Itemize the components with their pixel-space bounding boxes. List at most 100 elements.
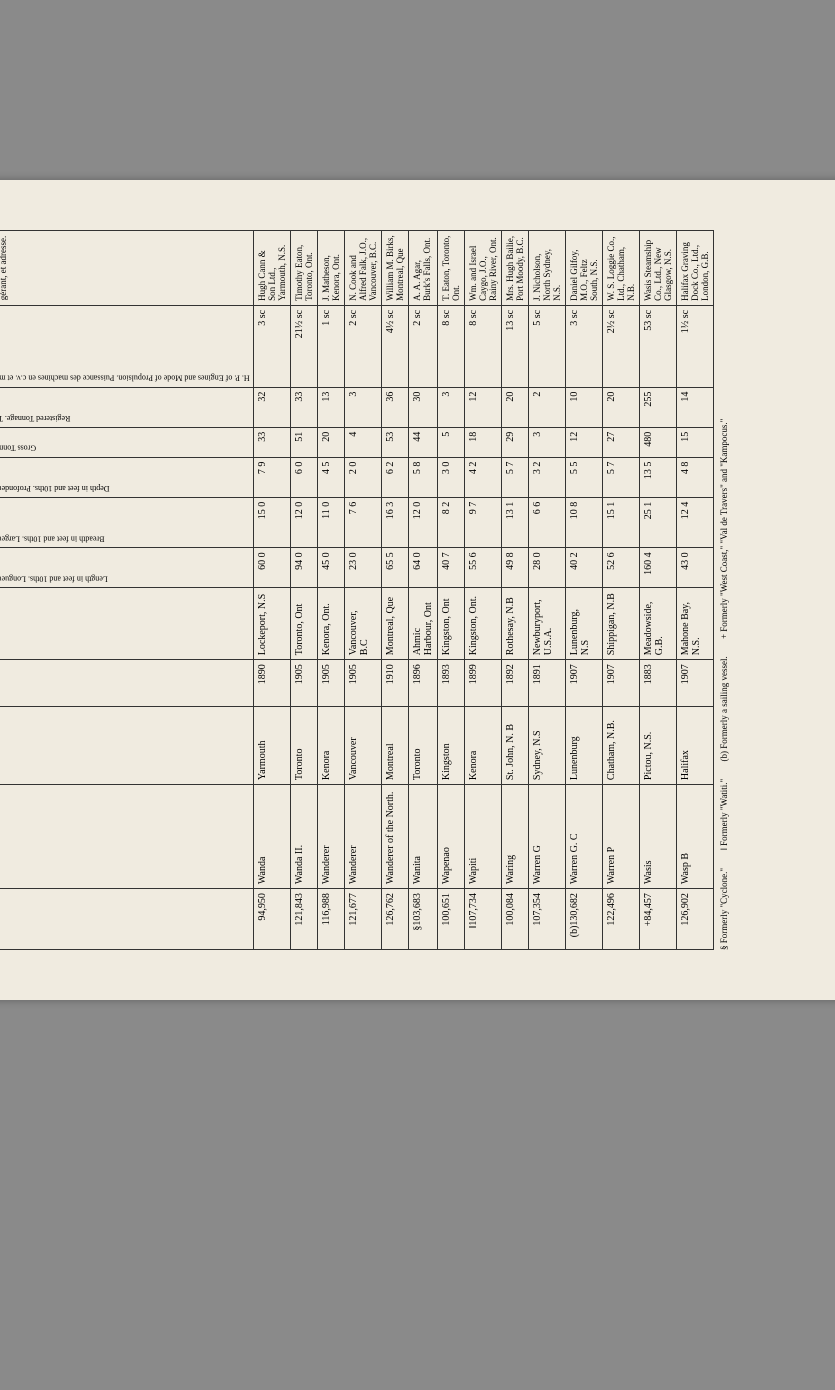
cell-name: Wasis [639, 785, 676, 889]
cell-port: St. John, N. B [501, 706, 528, 785]
cell-reg: 2 [528, 387, 565, 427]
table-row: +84,457WasisPictou, N.S.1883Meadowside, … [639, 231, 676, 950]
cell-built: 1905 [317, 660, 344, 706]
cell-reg: 36 [381, 387, 408, 427]
col-gross-tonnage: Gross Tonnage. Tonnage brut. [0, 427, 253, 457]
cell-depth: 5 7 [501, 457, 528, 497]
cell-num: 116,988 [317, 889, 344, 950]
cell-port: Vancouver [344, 706, 381, 785]
cell-built: 1907 [565, 660, 602, 706]
cell-built: 1896 [408, 660, 437, 706]
cell-port: Kenora [464, 706, 501, 785]
col-depth: Depth in feet and 10ths. Profondeur en p… [0, 457, 253, 497]
cell-owner: W. S. Loggie Co., Ltd., Chatham, N.B. [602, 231, 639, 306]
cell-port: Halifax [676, 706, 713, 785]
cell-gross: 12 [565, 427, 602, 457]
cell-hp: 2 sc [344, 305, 381, 387]
cell-hp: 2 sc [408, 305, 437, 387]
cell-depth: 4 2 [464, 457, 501, 497]
cell-port: Sydney, N.S [528, 706, 565, 785]
cell-num: 126,902 [676, 889, 713, 950]
cell-breadth: 8 2 [437, 497, 464, 548]
cell-name: Wanda [253, 785, 290, 889]
cell-depth: 6 0 [290, 457, 317, 497]
cell-num: (b)130,682 [565, 889, 602, 950]
cell-num: 121,843 [290, 889, 317, 950]
vessels-table: Official Number. — Numéro officiel. Name… [0, 230, 713, 950]
cell-num: 107,354 [528, 889, 565, 950]
cell-owner: William M. Birks, Montreal, Que [381, 231, 408, 306]
cell-breadth: 11 0 [317, 497, 344, 548]
cell-name: Wasp B [676, 785, 713, 889]
cell-depth: 5 7 [602, 457, 639, 497]
col-owner: Owner or Managing Owner, and Address. — … [0, 231, 253, 306]
cell-owner: T. Eaton, Toronto, Ont. [437, 231, 464, 306]
cell-hp: 13 sc [501, 305, 528, 387]
cell-reg: 32 [253, 387, 290, 427]
cell-reg: 20 [501, 387, 528, 427]
cell-where: Lunenburg, N.S [565, 588, 602, 660]
cell-built: 1883 [639, 660, 676, 706]
cell-gross: 29 [501, 427, 528, 457]
cell-length: 49 8 [501, 548, 528, 588]
col-breadth: Breadth in feet and 10ths. Largeur en pi… [0, 497, 253, 548]
cell-length: 52 6 [602, 548, 639, 588]
cell-gross: 53 [381, 427, 408, 457]
cell-num: +84,457 [639, 889, 676, 950]
cell-name: Warren G. C [565, 785, 602, 889]
cell-gross: 480 [639, 427, 676, 457]
cell-depth: 4 8 [676, 457, 713, 497]
col-port-registry: Port of Registry. — Port d'enregistremen… [0, 706, 253, 785]
cell-length: 43 0 [676, 548, 713, 588]
cell-breadth: 12 4 [676, 497, 713, 548]
cell-depth: 5 5 [565, 457, 602, 497]
cell-breadth: 12 0 [408, 497, 437, 548]
cell-name: Waring [501, 785, 528, 889]
footnote: ‖ Formerly "Watiti." [718, 779, 728, 851]
table-row: 122,496Warren PChatham, N.B.1907Shippiga… [602, 231, 639, 950]
cell-length: 94 0 [290, 548, 317, 588]
cell-depth: 3 2 [528, 457, 565, 497]
cell-built: 1910 [381, 660, 408, 706]
cell-name: Warren G [528, 785, 565, 889]
cell-gross: 51 [290, 427, 317, 457]
cell-gross: 5 [437, 427, 464, 457]
cell-num: §103,683 [408, 889, 437, 950]
cell-built: 1891 [528, 660, 565, 706]
cell-breadth: 6 6 [528, 497, 565, 548]
col-length: Length in feet and 10ths. Longueur en pi… [0, 548, 253, 588]
table-row: 121,843Wanda II.Toronto1905Toronto, Ont9… [290, 231, 317, 950]
cell-built: 1892 [501, 660, 528, 706]
cell-where: Vancouver, B.C [344, 588, 381, 660]
col-where-built: Where Built. — Lieu de construction. [0, 588, 253, 660]
cell-owner: N. Cook and Alfred Falk, J.O., Vancouver… [344, 231, 381, 306]
cell-owner: A. A. Agar, Burk's Falls, Ont. [408, 231, 437, 306]
cell-name: Wanderer of the North. [381, 785, 408, 889]
col-built: Built. — Construit en [0, 660, 253, 706]
cell-where: Kenora, Ont. [317, 588, 344, 660]
cell-hp: 21½ sc [290, 305, 317, 387]
cell-length: 55 6 [464, 548, 501, 588]
cell-where: Shippigan, N.B [602, 588, 639, 660]
cell-hp: 2½ sc [602, 305, 639, 387]
cell-hp: 1 sc [317, 305, 344, 387]
cell-num: 122,496 [602, 889, 639, 950]
table-row: §103,683WanitaToronto1896Ahmic Harbour, … [408, 231, 437, 950]
cell-num: 94,950 [253, 889, 290, 950]
cell-hp: 8 sc [464, 305, 501, 387]
cell-gross: 20 [317, 427, 344, 457]
cell-reg: 3 [344, 387, 381, 427]
cell-owner: Mrs. Hugh Bailie, Port Moody, B.C. [501, 231, 528, 306]
col-reg-tonnage: Registered Tonnage. Tonnage enregistré. [0, 387, 253, 427]
cell-gross: 27 [602, 427, 639, 457]
table-row: 94,950WandaYarmouth1890Lockeport, N.S60 … [253, 231, 290, 950]
cell-port: Kenora [317, 706, 344, 785]
cell-port: Kingston [437, 706, 464, 785]
footnote: (b) Formerly a sailing vessel. [718, 656, 728, 761]
cell-hp: 53 sc [639, 305, 676, 387]
cell-num: 100,651 [437, 889, 464, 950]
cell-depth: 5 8 [408, 457, 437, 497]
document-page: alamy Alphabetical List of Canadian Regi… [0, 180, 835, 1000]
footnote: § Formerly "Cyclone." [718, 868, 728, 950]
cell-depth: 4 5 [317, 457, 344, 497]
